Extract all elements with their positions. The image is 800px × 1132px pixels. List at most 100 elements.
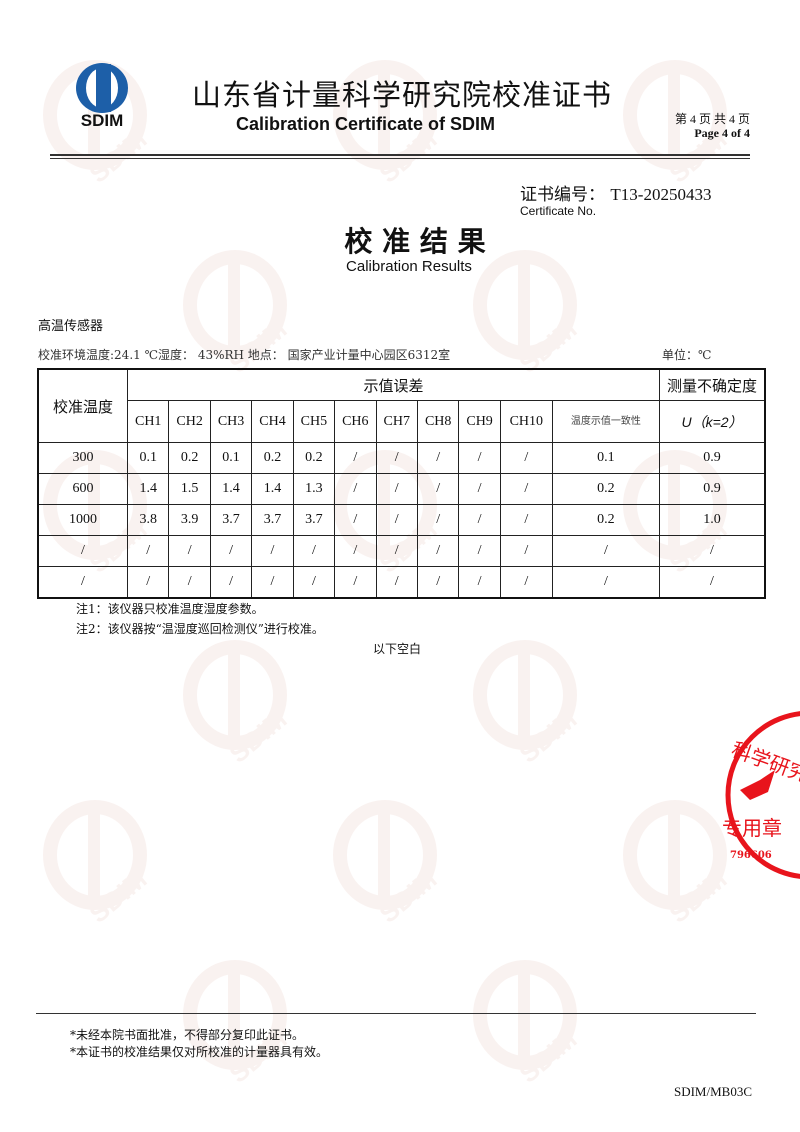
table-cell: 0.9 [659, 442, 766, 474]
table-cell: 0.1 [209, 442, 253, 474]
header-channel: CH8 [416, 400, 460, 443]
page-number-cn: 第 4 页 共 4 页 [674, 112, 750, 126]
results-table: 校准温度 示值误差 测量不确定度 CH1 CH2 CH3 CH4 CH5 CH6 CH7 CH… [37, 368, 766, 599]
table-cell: 0.2 [251, 442, 294, 474]
header-channel: CH1 [126, 400, 170, 443]
table-cell: / [375, 566, 418, 599]
table-cell: / [334, 473, 377, 505]
table-cell: / [551, 535, 661, 567]
section-title: 校 准 结 果 [344, 225, 486, 258]
table-cell: / [292, 566, 336, 599]
table-row: 1000 3.8 3.9 3.7 3.7 3.7// / //0.2 1.0 [37, 504, 766, 536]
sdim-watermark-icon: SDIM [330, 60, 460, 194]
table-cell: / [375, 535, 418, 567]
sdim-logo: SDIM [76, 63, 128, 130]
sdim-watermark-icon: SDIM [180, 250, 310, 384]
footer-line-1: *未经本院书面批准，不得部分复印此证书。 [70, 1028, 305, 1042]
table-cell: / [334, 442, 377, 474]
sdim-watermark-icon: SDIM [620, 800, 750, 934]
table-cell: / [292, 535, 336, 567]
table-cell: / [209, 535, 253, 567]
table-cell: 3.7 [292, 504, 336, 536]
table-cell: 0.2 [292, 442, 336, 474]
sdim-watermark-icon: SDIM [40, 800, 170, 934]
table-cell: 3.7 [209, 504, 253, 536]
header-indication-error: 示值误差 [127, 368, 660, 401]
sdim-watermark-icon: SDIM [180, 640, 310, 774]
title-cn: 山东省计量科学研究院校准证书 [192, 78, 613, 112]
footer-divider [36, 1013, 756, 1014]
conditions: 校准环境温度:24.1 ℃湿度： 43%RH 地点： 国家产业计量中心园区631… [38, 348, 451, 362]
table-cell: 0.2 [551, 504, 661, 536]
table-cell: / [458, 535, 501, 567]
table-cell: / [126, 535, 170, 567]
table-cell: / [37, 566, 128, 599]
table-cell: 0.2 [551, 473, 661, 505]
certificate-number: T13-20250433 [610, 185, 712, 204]
svg-text:SDIM: SDIM [81, 111, 124, 130]
title-en: Calibration Certificate of SDIM [236, 114, 496, 134]
section-subtitle: Calibration Results [346, 258, 472, 275]
table-cell: 600 [37, 473, 128, 505]
blank-below: 以下空白 [373, 642, 422, 656]
sdim-watermark-icon: SDIM [620, 60, 750, 194]
official-stamp: 科学研究院 专用章 796606 [722, 711, 800, 879]
table-cell: 1.4 [251, 473, 294, 505]
table-cell: / [126, 566, 170, 599]
table-cell: / [334, 504, 377, 536]
table-cell: / [251, 566, 294, 599]
table-cell: / [659, 535, 766, 567]
table-cell: / [209, 566, 253, 599]
header-u: U（k=2） [659, 400, 766, 443]
table-cell: / [458, 566, 501, 599]
table-cell: 1.3 [292, 473, 336, 505]
certificate-no-label: 证书编号： T13-20250433 [520, 185, 712, 205]
divider [50, 154, 750, 156]
note-1: 注1：该仪器只校准温度湿度参数。 [76, 602, 264, 616]
table-cell: 3.9 [168, 504, 211, 536]
table-cell: 1000 [37, 504, 128, 536]
table-cell: 1.5 [168, 473, 211, 505]
sdim-watermark-icon: SDIM [470, 640, 600, 774]
header-channel: CH9 [458, 400, 501, 443]
table-cell: / [499, 535, 553, 567]
table-cell: / [499, 473, 553, 505]
table-row: / / / / / / / / / / / / / [37, 566, 766, 599]
table-cell: / [251, 535, 294, 567]
table-cell: 3.8 [126, 504, 170, 536]
header-channel: CH7 [375, 400, 418, 443]
table-cell: / [458, 442, 501, 474]
table-cell: 0.9 [659, 473, 766, 505]
table-cell: 0.2 [168, 442, 211, 474]
header-channel: CH5 [292, 400, 336, 443]
table-cell: 1.4 [209, 473, 253, 505]
table-cell: / [334, 566, 377, 599]
sdim-watermark-icon: SDIM [470, 250, 600, 384]
sdim-watermark-icon: SDIM [180, 960, 310, 1094]
table-cell: / [416, 566, 460, 599]
table-cell: / [37, 535, 128, 567]
table-cell: 3.7 [251, 504, 294, 536]
table-cell: / [375, 442, 418, 474]
header-channel: CH2 [168, 400, 211, 443]
form-code: SDIM/MB03C [673, 1084, 752, 1099]
header-channel: CH6 [334, 400, 377, 443]
table-cell: 0.1 [126, 442, 170, 474]
table-cell: / [416, 473, 460, 505]
table-cell: 1.4 [126, 473, 170, 505]
table-cell: / [499, 504, 553, 536]
header-consistency: 温度示值一致性 [551, 400, 661, 443]
header-channel: CH4 [251, 400, 294, 443]
header-calibration-temp: 校准温度 [37, 368, 128, 443]
table-cell: / [551, 566, 661, 599]
certificate-no-en: Certificate No. [520, 204, 597, 218]
svg-text:专用章: 专用章 [722, 816, 782, 840]
table-cell: / [659, 566, 766, 599]
footer-line-2: *本证书的校准结果仅对所校准的计量器具有效。 [70, 1045, 329, 1059]
table-cell: 1.0 [659, 504, 766, 536]
instrument-name: 高温传感器 [38, 319, 104, 334]
table-cell: / [416, 504, 460, 536]
header-channel: CH3 [209, 400, 253, 443]
table-cell: / [416, 535, 460, 567]
